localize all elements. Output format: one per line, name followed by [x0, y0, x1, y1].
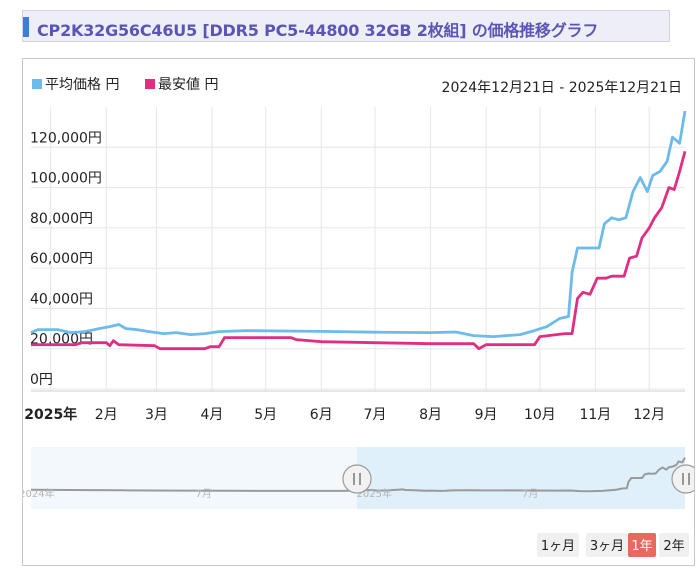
x-tick-label: 5月	[254, 407, 277, 423]
navigator-series	[30, 457, 686, 493]
legend-label-1: 最安値 円	[158, 77, 218, 93]
range-navigator[interactable]: 2024年7月2025年7月	[19, 447, 700, 509]
title-accent-bar	[23, 17, 29, 37]
x-tick-label: 7月	[364, 407, 387, 423]
y-tick-label: 60,000円	[30, 251, 93, 267]
y-tick-label: 0円	[30, 372, 53, 388]
chart-panel: 平均価格 円 最安値 円 2024年12月21日 - 2025年12月21日 0円…	[19, 58, 700, 566]
navigator-left-handle[interactable]	[342, 464, 372, 494]
range-button-label: 2年	[663, 539, 684, 554]
series-line-0	[30, 110, 687, 339]
navigator-tick-label: 7月	[522, 488, 538, 500]
series-lines	[30, 110, 687, 351]
x-axis: 2025年 2月 3月 4月 5月 6月 7月 8月 9月 10月 11月 12月	[24, 390, 685, 423]
x-tick-label: 11月	[579, 407, 611, 423]
price-history-chart: 平均価格 円 最安値 円 2024年12月21日 - 2025年12月21日 0円…	[19, 77, 700, 557]
navigator-tick-label: 2024年	[23, 487, 55, 500]
y-tick-label: 120,000円	[30, 130, 102, 146]
range-button-label: 3ヶ月	[590, 539, 624, 554]
chart-legend: 平均価格 円 最安値 円	[32, 77, 218, 93]
navigator-background	[31, 447, 357, 509]
x-tick-label: 4月	[201, 407, 224, 423]
y-tick-label: 100,000円	[30, 171, 102, 187]
x-tick-label: 8月	[419, 407, 442, 423]
x-tick-label: 2月	[95, 407, 118, 423]
y-tick-label: 40,000円	[30, 291, 93, 307]
y-tick-label: 80,000円	[30, 211, 93, 227]
x-tick-label: 6月	[310, 407, 333, 423]
date-range-label: 2024年12月21日 - 2025年12月21日	[442, 80, 682, 96]
y-axis: 0円20,000円40,000円60,000円80,000円100,000円12…	[30, 130, 102, 388]
legend-swatch-1	[145, 79, 155, 89]
x-tick-label: 10月	[524, 407, 556, 423]
range-button-label: 1ヶ月	[541, 539, 575, 554]
legend-label-0: 平均価格 円	[45, 77, 119, 93]
range-button-2年[interactable]: 2年	[659, 533, 689, 557]
legend-swatch-0	[32, 79, 42, 89]
x-tick-label: 12月	[633, 407, 665, 423]
navigator-right-handle[interactable]	[671, 464, 700, 494]
page-title: CP2K32G56C46U5 [DDR5 PC5-44800 32GB 2枚組]…	[37, 21, 599, 40]
range-button-label: 1年	[631, 539, 652, 554]
range-button-1年[interactable]: 1年	[628, 533, 656, 557]
navigator-tick-label: 7月	[195, 488, 211, 500]
x-tick-label: 2025年	[24, 406, 77, 423]
range-button-3ヶ月[interactable]: 3ヶ月	[586, 533, 628, 557]
x-tick-label: 3月	[145, 407, 168, 423]
title-bar: CP2K32G56C46U5 [DDR5 PC5-44800 32GB 2枚組]…	[22, 10, 670, 42]
range-selector: 1ヶ月 3ヶ月 1年 2年	[537, 533, 689, 557]
x-tick-label: 9月	[475, 407, 498, 423]
range-button-1ヶ月[interactable]: 1ヶ月	[537, 533, 579, 557]
series-line-1	[31, 150, 687, 351]
